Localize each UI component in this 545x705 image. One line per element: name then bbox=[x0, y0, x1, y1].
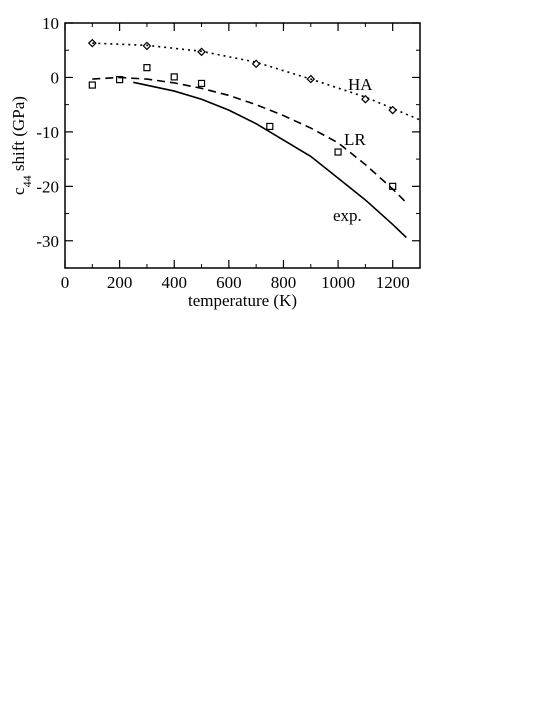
series-label: HA bbox=[348, 75, 373, 94]
marker-diamond bbox=[306, 74, 316, 84]
y-axis-label-part: shift (GPa) bbox=[9, 96, 28, 175]
series-line bbox=[133, 81, 407, 239]
x-tick-label: 0 bbox=[61, 273, 70, 292]
x-tick-label: 200 bbox=[107, 273, 133, 292]
y-axis-label: c44 shift (GPa) bbox=[9, 96, 34, 195]
marker-diamond bbox=[388, 105, 398, 115]
marker-diamond bbox=[87, 38, 97, 48]
x-tick-label: 1000 bbox=[321, 273, 355, 292]
y-tick-label: -20 bbox=[36, 177, 59, 196]
series-line bbox=[92, 42, 421, 121]
marker-square bbox=[334, 148, 342, 156]
y-tick-label: -30 bbox=[36, 232, 59, 251]
x-tick-label: 800 bbox=[271, 273, 297, 292]
series-label: LR bbox=[344, 130, 366, 149]
series-line bbox=[92, 76, 407, 204]
marker-square bbox=[389, 182, 397, 190]
marker-square bbox=[170, 73, 178, 81]
y-tick-label: -10 bbox=[36, 123, 59, 142]
y-axis-label-part: c bbox=[9, 187, 28, 195]
y-axis-label-part: 44 bbox=[20, 175, 34, 187]
marker-diamond bbox=[361, 94, 370, 104]
marker-diamond bbox=[197, 47, 206, 57]
series-label: exp. bbox=[333, 206, 362, 225]
marker-diamond bbox=[142, 41, 152, 51]
y-tick-label: 10 bbox=[42, 14, 59, 33]
y-tick-label: 0 bbox=[51, 68, 60, 87]
x-tick-label: 600 bbox=[216, 273, 242, 292]
marker-square bbox=[143, 64, 151, 72]
marker-square bbox=[116, 76, 124, 84]
x-tick-label: 400 bbox=[161, 273, 187, 292]
marker-square bbox=[266, 122, 274, 131]
marker-diamond bbox=[251, 59, 261, 69]
x-tick-label: 1200 bbox=[376, 273, 410, 292]
plot-frame bbox=[64, 22, 421, 269]
marker-square bbox=[197, 79, 206, 88]
marker-square bbox=[88, 81, 96, 89]
x-axis-label: temperature (K) bbox=[188, 291, 297, 310]
